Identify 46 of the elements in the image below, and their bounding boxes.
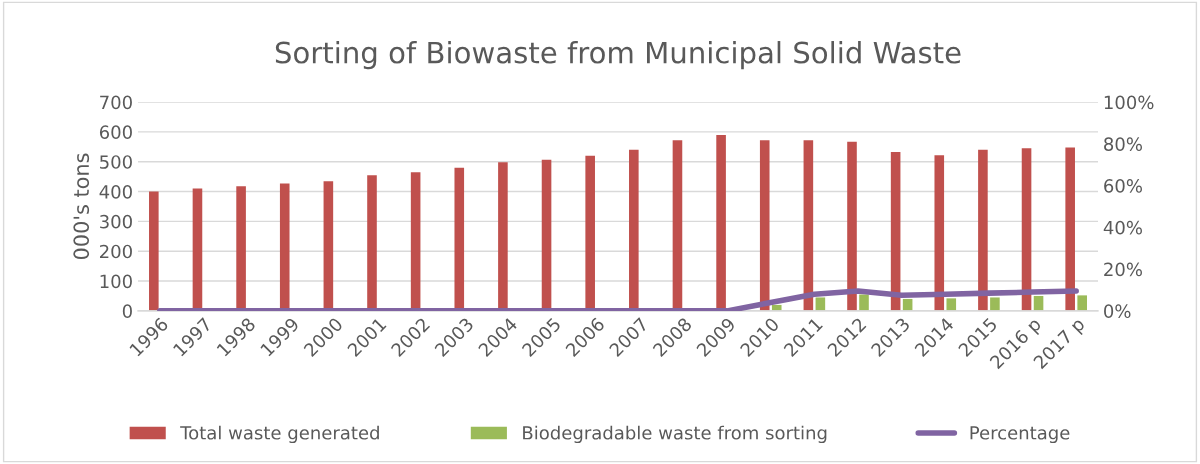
- y-tick-label: 400: [99, 185, 132, 199]
- y2-tick-label: 20%: [1104, 262, 1142, 277]
- bar: [847, 141, 857, 311]
- bar: [279, 183, 290, 311]
- y-tick-label: 100: [100, 274, 132, 289]
- y-tick-label: 700: [100, 95, 132, 110]
- bar: [890, 151, 901, 311]
- bar: [149, 191, 159, 311]
- y-tick-label: 600: [99, 125, 132, 140]
- bar: [978, 149, 988, 311]
- bar: [192, 188, 203, 311]
- y-tick-label: 0: [122, 304, 132, 318]
- chart-title: Sorting of Biowaste from Municipal Solid Waste: [275, 41, 961, 70]
- bar: [410, 172, 421, 311]
- bar: [934, 155, 945, 311]
- y2-tick-label: 0%: [1104, 304, 1131, 318]
- bar: [859, 294, 869, 311]
- bar: [585, 155, 595, 311]
- y-axis-title: 000's tons: [73, 153, 90, 260]
- legend-label: Biodegradable waste from sorting: [523, 425, 827, 444]
- bar: [236, 186, 246, 311]
- bar: [716, 134, 726, 311]
- y-tick-label: 300: [100, 214, 132, 229]
- bar: [541, 159, 552, 311]
- bar: [672, 140, 683, 311]
- bar: [1077, 295, 1087, 311]
- bar: [1065, 147, 1075, 311]
- y-tick-label: 200: [100, 244, 132, 259]
- bar: [946, 298, 957, 311]
- bar: [498, 162, 508, 311]
- bar: [803, 140, 814, 311]
- y-tick-label: 500: [100, 155, 132, 169]
- bar: [815, 297, 826, 311]
- y2-tick-label: 80%: [1104, 137, 1142, 151]
- bar: [629, 149, 639, 311]
- legend-label: Total waste generated: [180, 425, 379, 444]
- bar: [454, 167, 465, 311]
- bar: [759, 140, 770, 311]
- y2-tick-label: 100%: [1104, 95, 1154, 110]
- bar: [1021, 148, 1032, 311]
- bar: [323, 181, 334, 311]
- y2-tick-label: 60%: [1104, 179, 1142, 193]
- legend-label: Percentage: [970, 426, 1070, 444]
- y2-tick-label: 40%: [1103, 220, 1142, 235]
- bar: [367, 175, 377, 311]
- bar: [990, 297, 1000, 311]
